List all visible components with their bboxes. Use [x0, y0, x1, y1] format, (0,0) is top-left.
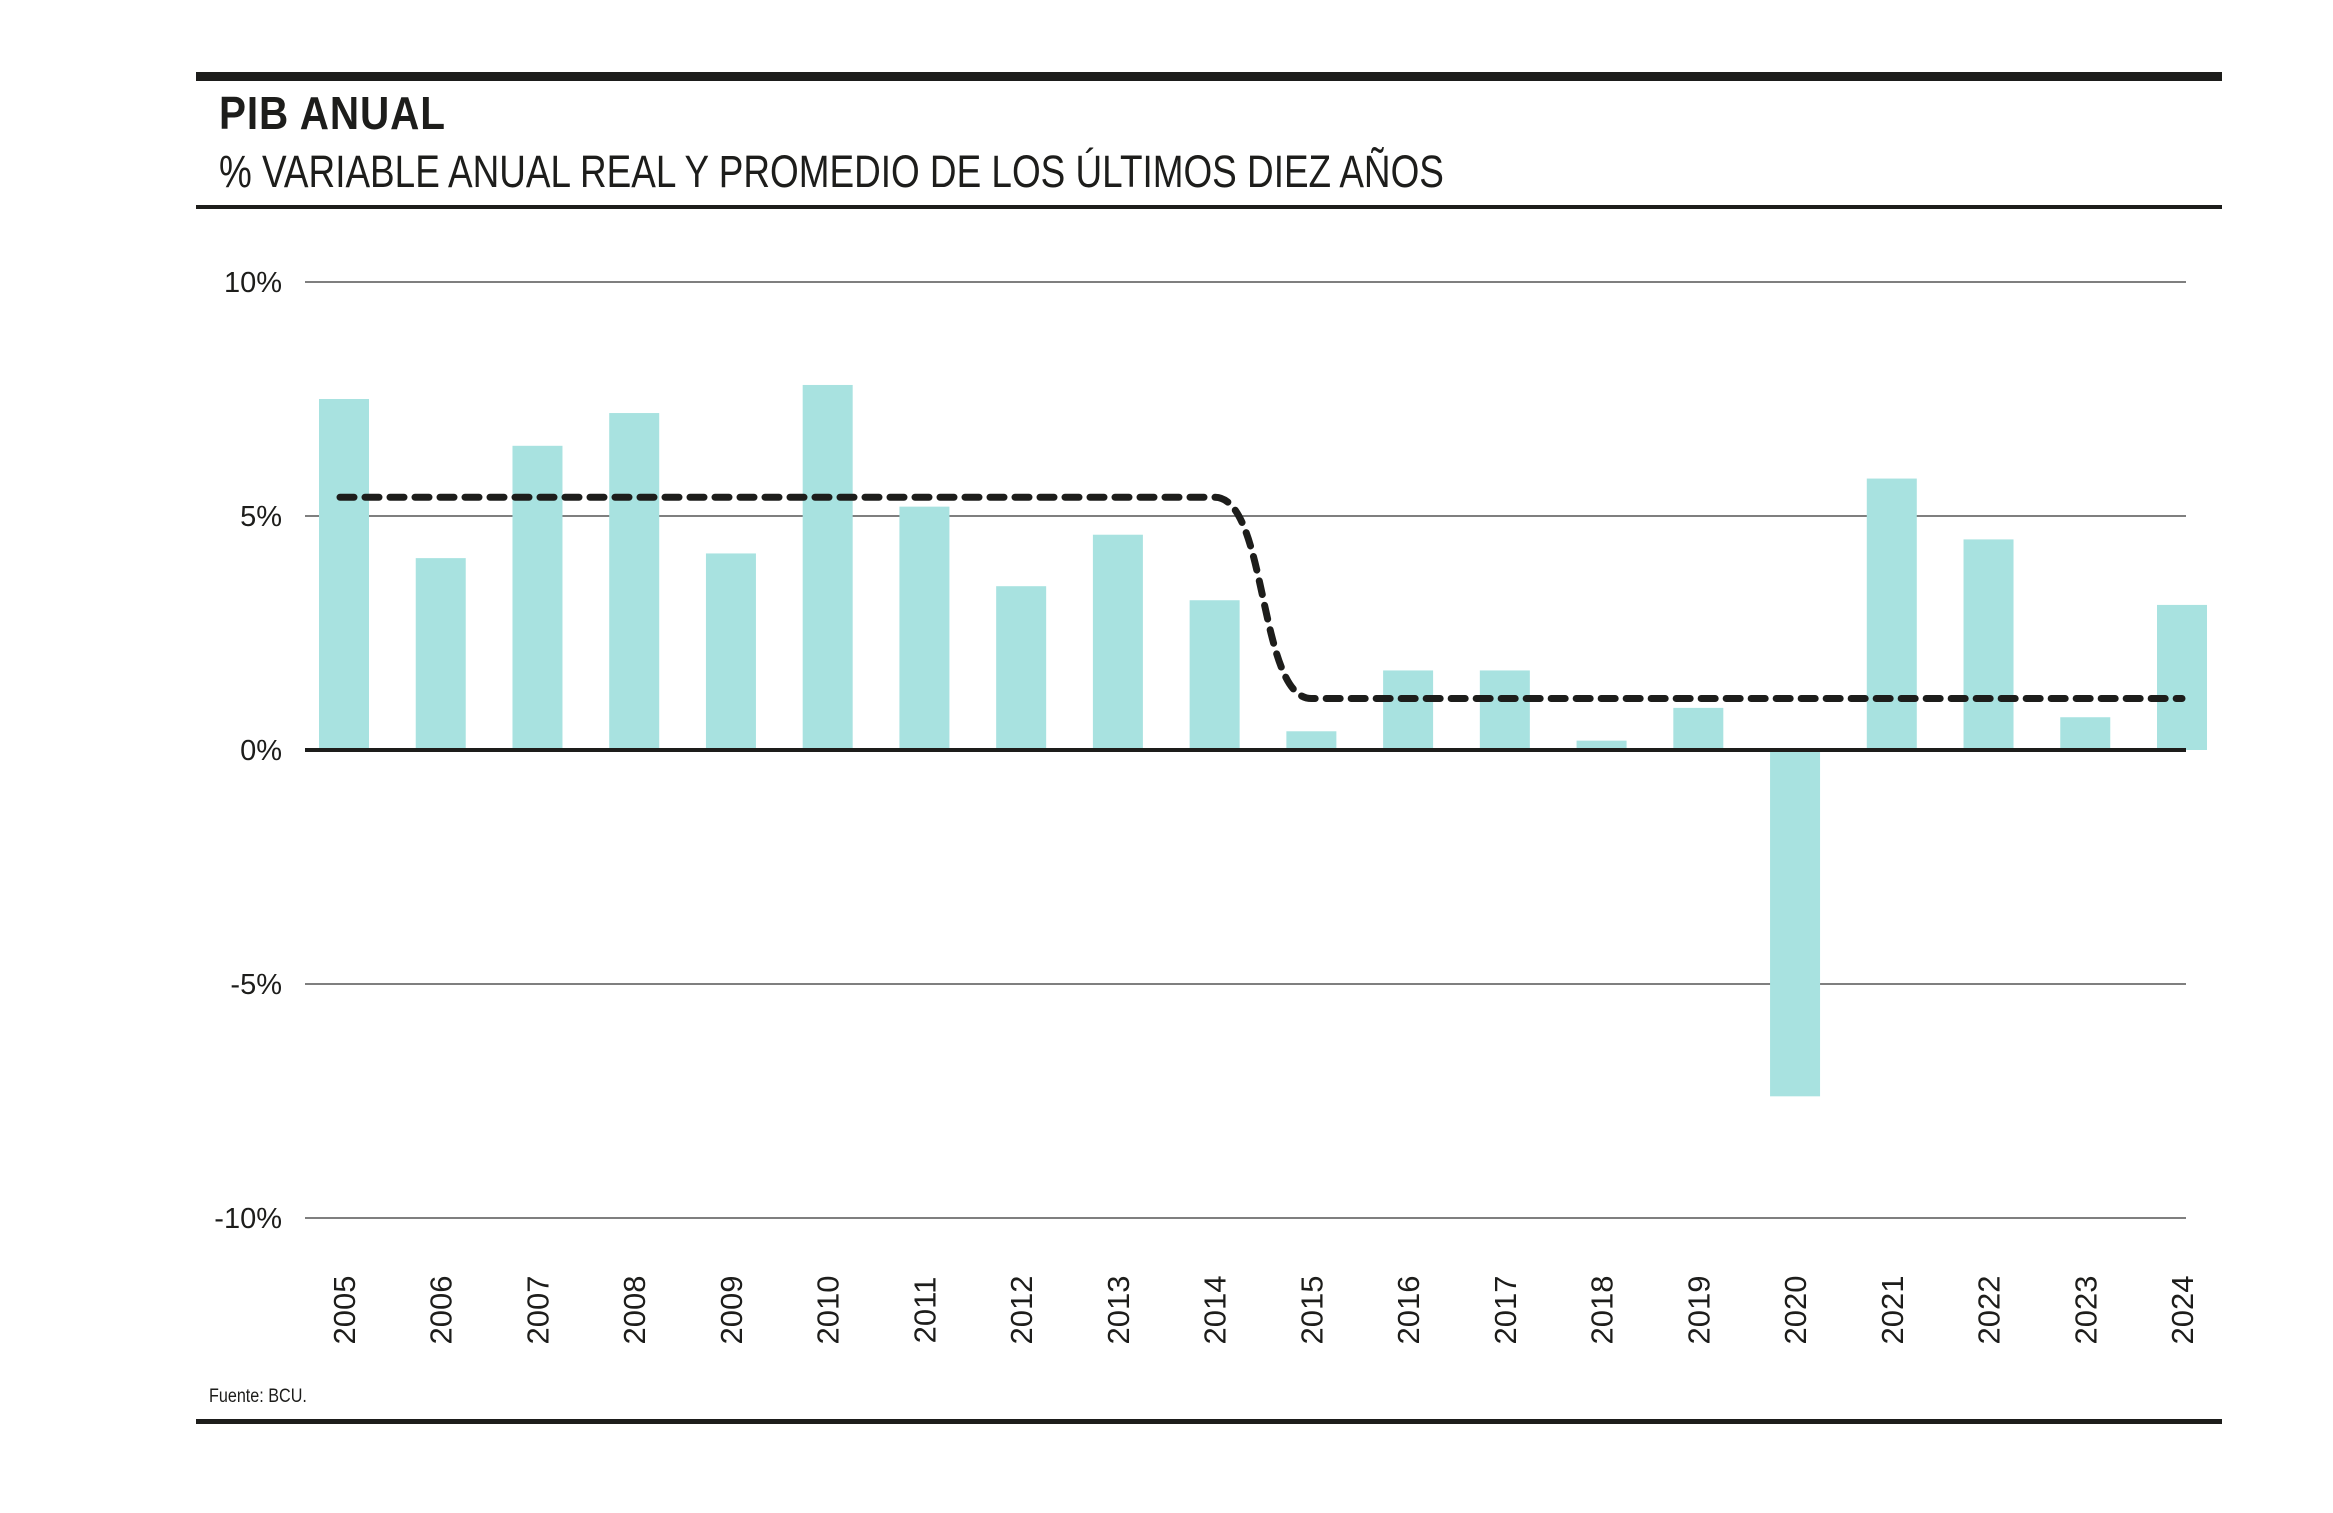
- bar-2023: [2060, 717, 2111, 750]
- bar-2014: [1189, 600, 1240, 750]
- top-rule: [196, 72, 2222, 81]
- x-tick-label: 2014: [1198, 1276, 1233, 1345]
- bar-2020: [1770, 750, 1821, 1097]
- bar-2016: [1383, 670, 1434, 750]
- x-tick-label: 2010: [811, 1276, 846, 1345]
- x-tick-label: 2015: [1294, 1276, 1329, 1345]
- header-rule: [196, 205, 2222, 209]
- bar-2024: [2157, 604, 2207, 750]
- chart-title: PIB ANUAL: [219, 87, 446, 139]
- bar-2009: [705, 553, 756, 750]
- x-tick-label: 2005: [327, 1276, 362, 1345]
- x-tick-label: 2016: [1391, 1276, 1426, 1345]
- y-tick-label: -5%: [230, 969, 282, 1001]
- x-tick-label: 2023: [2068, 1276, 2103, 1345]
- x-tick-label: 2020: [1778, 1276, 1813, 1345]
- x-tick-label: 2012: [1004, 1276, 1039, 1345]
- x-tick-label: 2017: [1488, 1276, 1523, 1345]
- source-note: Fuente: BCU.: [209, 1386, 307, 1407]
- bottom-rule: [196, 1419, 2222, 1424]
- x-tick-label: 2007: [520, 1276, 555, 1345]
- bar-2013: [1092, 534, 1143, 750]
- x-tick-label: 2011: [907, 1277, 942, 1344]
- x-tick-label: 2019: [1681, 1276, 1716, 1345]
- bar-2012: [996, 586, 1047, 750]
- bar-2015: [1286, 731, 1337, 750]
- x-tick-labels: 2005 2006 2007 2008 2009 2010 2011 2012 2013 2014…: [327, 1276, 2200, 1345]
- bar-2010: [802, 384, 853, 750]
- x-tick-label: 2009: [714, 1276, 749, 1345]
- x-tick-label: 2018: [1585, 1276, 1620, 1345]
- bar-2018: [1576, 740, 1627, 750]
- x-tick-label: 2021: [1875, 1276, 1910, 1345]
- y-tick-labels: 10% 5% 0% -5% -10%: [214, 267, 282, 1235]
- x-tick-label: 2006: [424, 1276, 459, 1345]
- bar-2022: [1963, 539, 2014, 750]
- average-line: [336, 493, 2186, 703]
- x-tick-label: 2022: [1972, 1276, 2007, 1345]
- bar-2006: [415, 558, 466, 750]
- x-tick-label: 2008: [617, 1276, 652, 1345]
- average-line-group: [336, 493, 2186, 703]
- bar-2005: [319, 399, 369, 750]
- bar-2019: [1673, 707, 1724, 750]
- y-tick-label: -10%: [214, 1203, 282, 1235]
- bar-2021: [1866, 478, 1917, 750]
- y-tick-label: 0%: [240, 735, 282, 767]
- bars: [319, 384, 2207, 1097]
- chart-subtitle: % VARIABLE ANUAL REAL Y PROMEDIO DE LOS …: [219, 146, 1444, 197]
- bar-2007: [512, 445, 563, 750]
- y-tick-label: 10%: [224, 267, 282, 299]
- bar-2017: [1479, 670, 1530, 750]
- bar-2011: [899, 506, 950, 750]
- y-tick-label: 5%: [240, 501, 282, 533]
- bar-2008: [609, 413, 660, 750]
- x-tick-label: 2013: [1101, 1276, 1136, 1345]
- x-tick-label: 2024: [2165, 1276, 2200, 1345]
